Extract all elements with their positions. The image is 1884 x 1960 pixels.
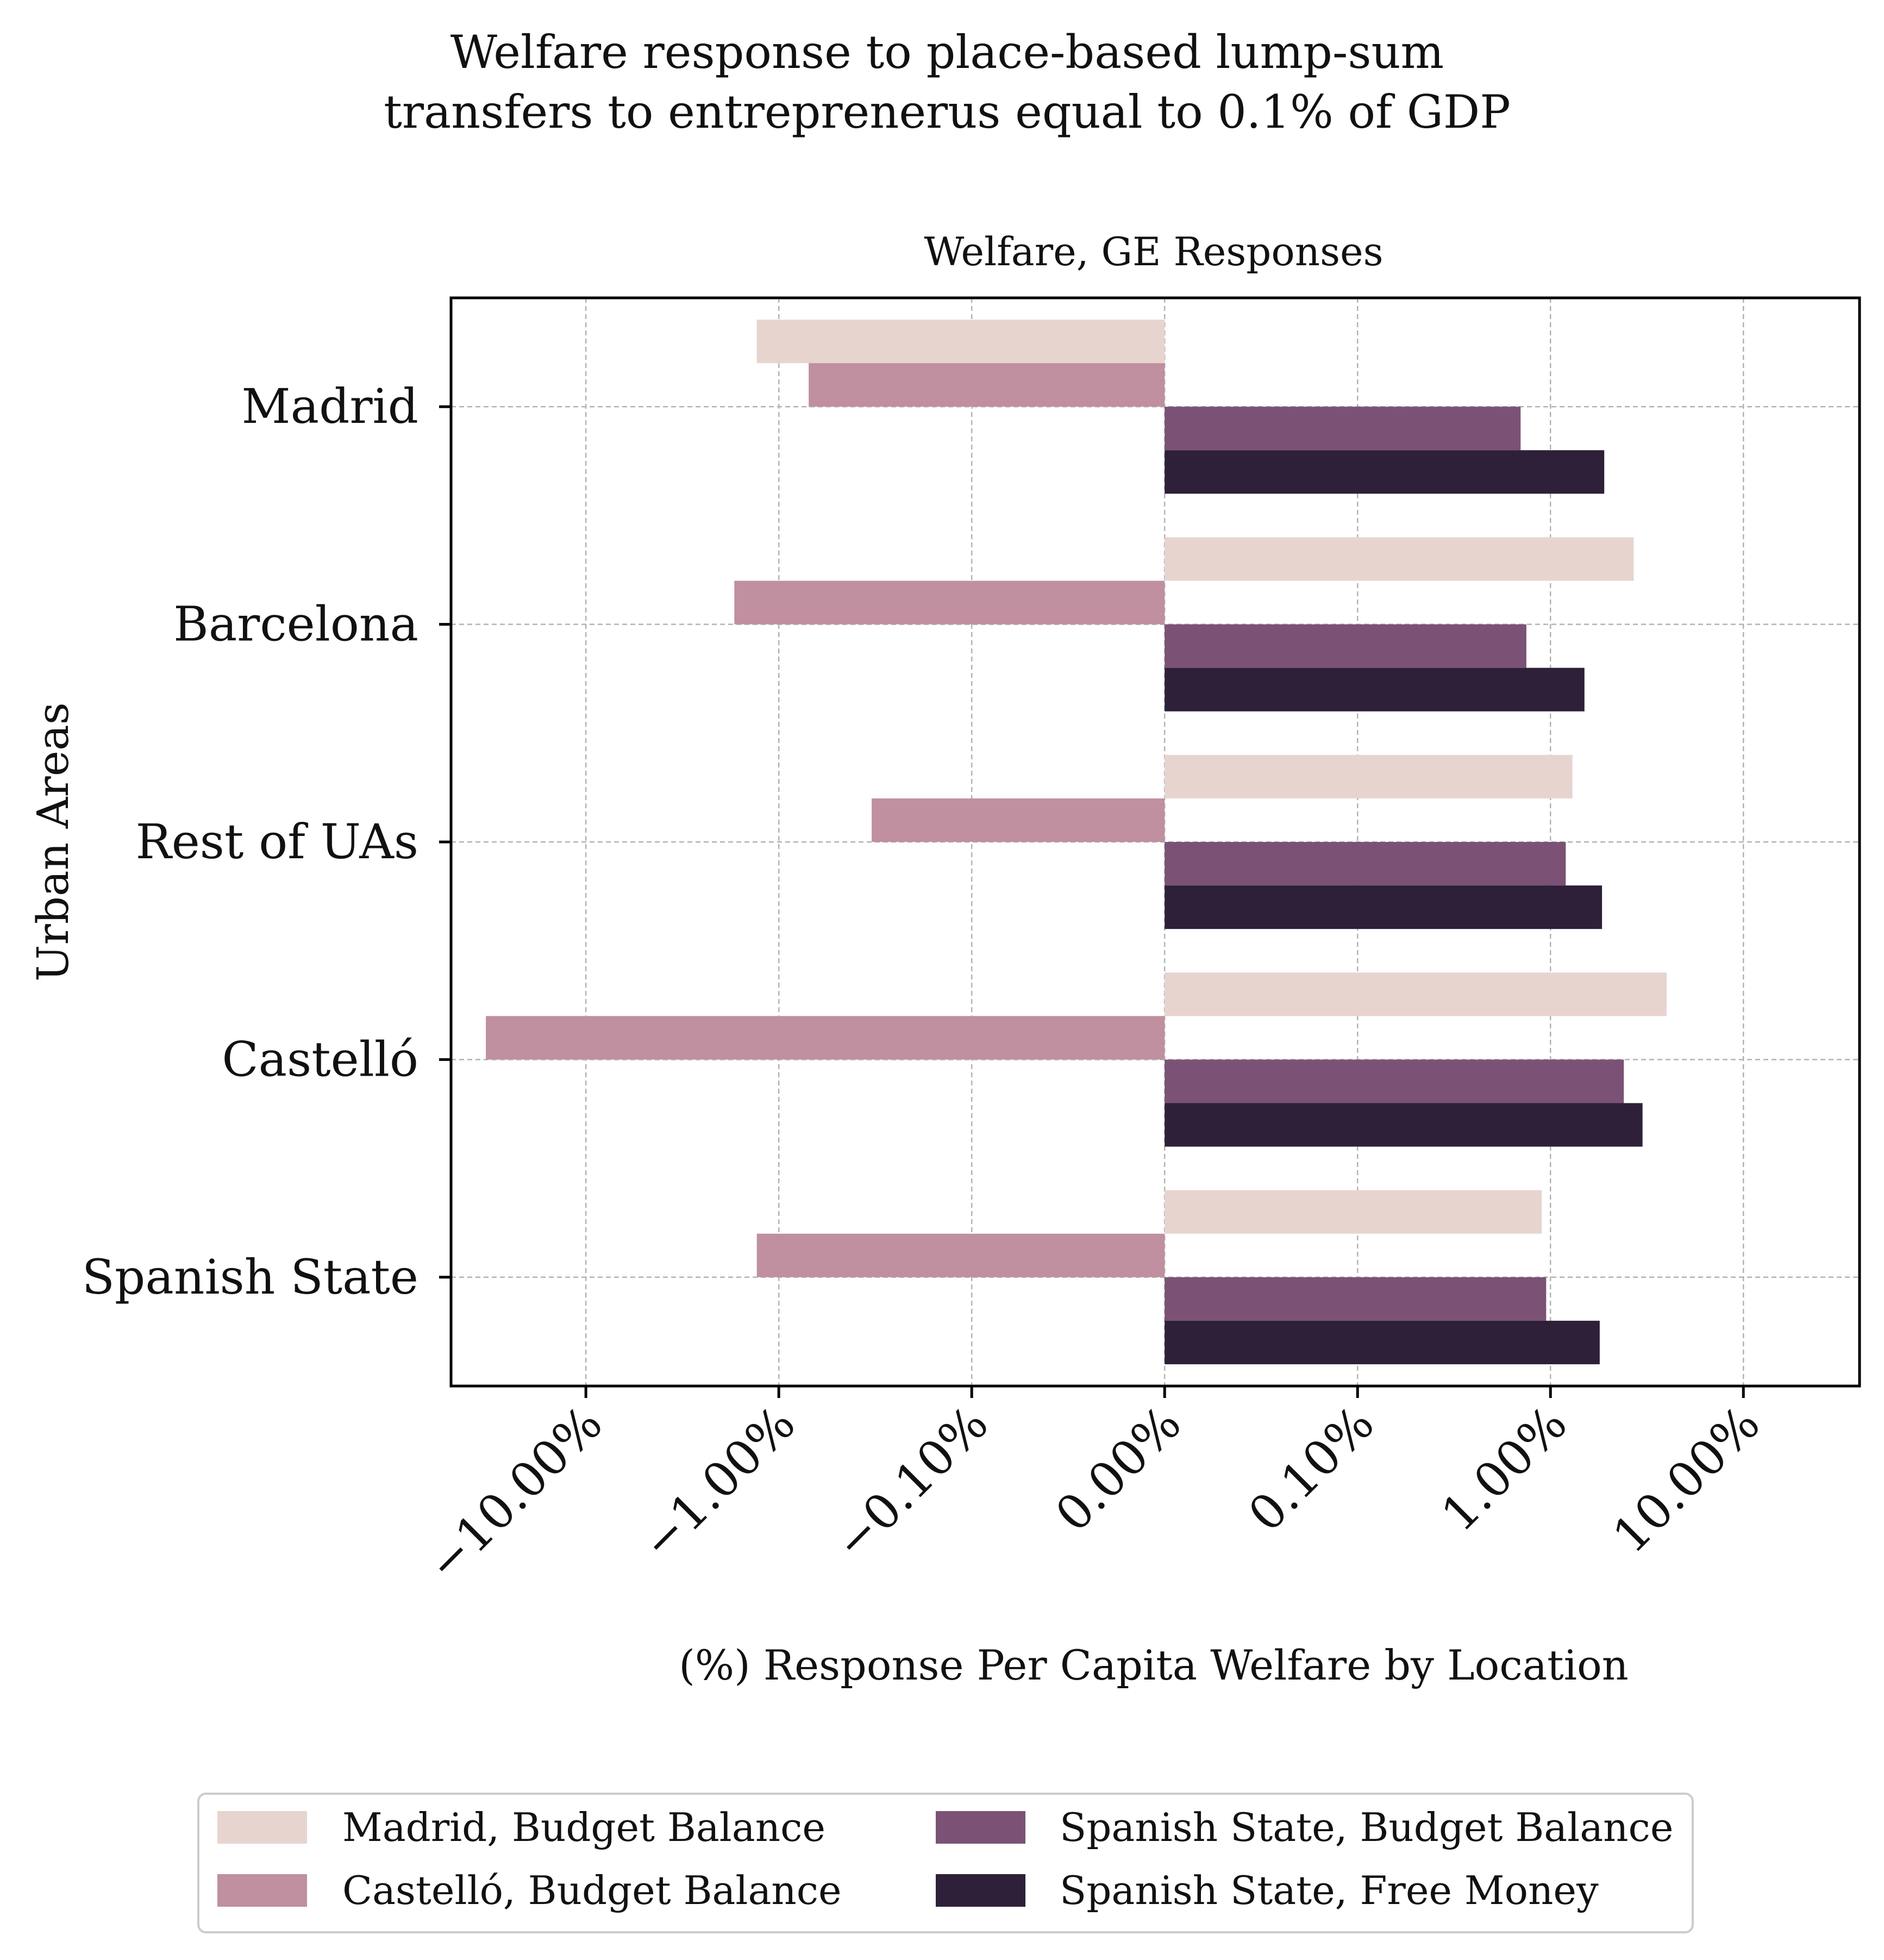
y-axis: Madrid Barcelona Rest of UAs Castelló Spanis… — [82, 378, 451, 1305]
bar-spanish-state-free-money-madrid — [1165, 450, 1605, 494]
bar-spanish-state-budget-balance-barcelona — [1165, 624, 1526, 668]
figure-suptitle-line-2: transfers to entreprenerus equal to 0.1%… — [384, 85, 1511, 139]
legend-label-castello-budget-balance: Castelló, Budget Balance — [342, 1868, 842, 1913]
legend-label-spanish-state-free-money: Spanish State, Free Money — [1060, 1868, 1599, 1913]
y-axis-label: Urban Areas — [28, 702, 78, 982]
bar-spanish-state-free-money-barcelona — [1165, 667, 1585, 711]
legend: Madrid, Budget Balance Castelló, Budget … — [197, 1793, 1694, 1933]
bar-madrid-budget-balance-madrid — [756, 320, 1165, 364]
legend-label-madrid-budget-balance: Madrid, Budget Balance — [342, 1805, 825, 1850]
legend-swatch-madrid-budget-balance — [217, 1811, 307, 1844]
bar-madrid-budget-balance-spanish-state — [1165, 1190, 1542, 1234]
chart-title: Welfare, GE Responses — [924, 229, 1383, 274]
y-tick-label-barcelona: Barcelona — [173, 596, 418, 652]
figure-suptitle-line-1: Welfare response to place-based lump-sum — [450, 26, 1444, 79]
bar-spanish-state-free-money-castello — [1165, 1103, 1643, 1147]
legend-label-spanish-state-budget-balance: Spanish State, Budget Balance — [1060, 1805, 1673, 1850]
bar-castello-budget-balance-madrid — [809, 363, 1165, 407]
legend-swatch-spanish-state-budget-balance — [936, 1811, 1025, 1844]
bar-castello-budget-balance-spanish-state — [756, 1233, 1165, 1277]
y-tick-label-castello: Castelló — [222, 1031, 418, 1087]
bars — [486, 320, 1667, 1364]
y-tick-label-spanish-state: Spanish State — [82, 1249, 418, 1305]
bar-madrid-budget-balance-barcelona — [1165, 537, 1634, 581]
legend-swatch-castello-budget-balance — [217, 1874, 307, 1907]
y-tick-label-rest-of-uas: Rest of UAs — [135, 814, 418, 870]
bar-castello-budget-balance-rest-of-uas — [872, 798, 1165, 842]
bar-spanish-state-budget-balance-rest-of-uas — [1165, 842, 1566, 886]
bar-spanish-state-free-money-rest-of-uas — [1165, 885, 1603, 929]
x-axis-label: (%) Response Per Capita Welfare by Locat… — [679, 1641, 1628, 1689]
bar-madrid-budget-balance-castello — [1165, 972, 1667, 1016]
bar-spanish-state-free-money-spanish-state — [1165, 1320, 1600, 1364]
bar-madrid-budget-balance-rest-of-uas — [1165, 754, 1573, 798]
bar-castello-budget-balance-castello — [486, 1016, 1165, 1060]
legend-swatch-spanish-state-free-money — [936, 1874, 1025, 1907]
y-tick-label-madrid: Madrid — [242, 378, 418, 434]
legend-frame — [197, 1793, 1694, 1933]
bar-castello-budget-balance-barcelona — [734, 580, 1165, 625]
bar-spanish-state-budget-balance-castello — [1165, 1059, 1624, 1103]
bar-spanish-state-budget-balance-spanish-state — [1165, 1277, 1547, 1321]
bar-spanish-state-budget-balance-madrid — [1165, 407, 1521, 451]
